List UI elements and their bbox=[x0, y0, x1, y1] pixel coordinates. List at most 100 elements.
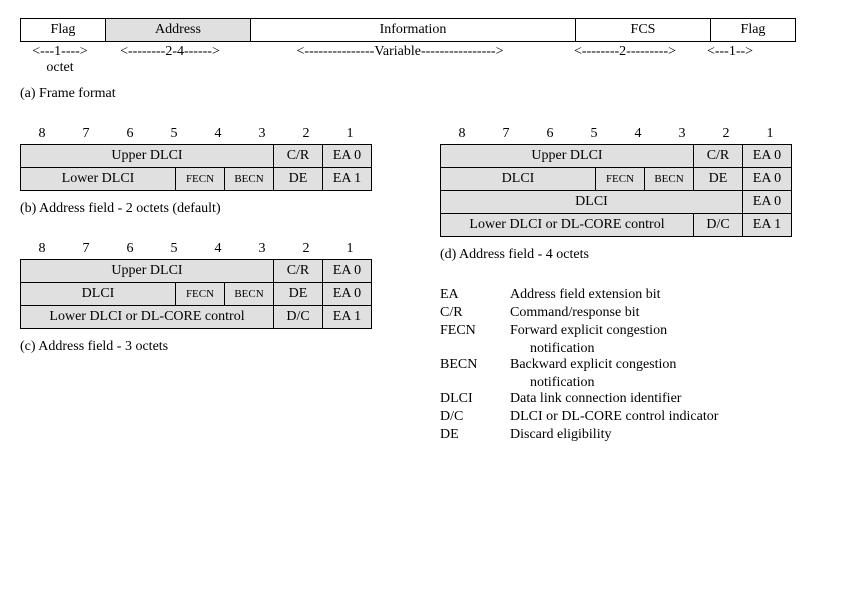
bit-header: 6 bbox=[108, 241, 152, 257]
addr-cell: C/R bbox=[274, 260, 323, 283]
frame-size-label: <---1--> bbox=[690, 44, 770, 60]
bit-headers-b: 87654321 bbox=[20, 126, 372, 142]
bit-header: 3 bbox=[660, 126, 704, 142]
bit-header: 7 bbox=[64, 241, 108, 257]
addr-cell: EA 0 bbox=[743, 145, 792, 168]
bit-header: 4 bbox=[196, 126, 240, 142]
legend-def: Forward explicit congestion bbox=[510, 323, 810, 339]
addr-cell: EA 1 bbox=[323, 306, 372, 329]
legend-abbr: C/R bbox=[440, 305, 510, 321]
legend: EAAddress field extension bitC/RCommand/… bbox=[440, 287, 810, 443]
addr-cell: C/R bbox=[274, 145, 323, 168]
addr-cell: BECN bbox=[225, 168, 274, 191]
bit-headers-d: 87654321 bbox=[440, 126, 792, 142]
right-column: 87654321 Upper DLCIC/REA 0DLCIFECNBECNDE… bbox=[440, 126, 810, 445]
frame-size-label: <---1----> bbox=[20, 44, 100, 60]
addr-cell: EA 0 bbox=[323, 283, 372, 306]
bit-header: 5 bbox=[152, 126, 196, 142]
addr-cell: D/C bbox=[274, 306, 323, 329]
legend-row: DEDiscard eligibility bbox=[440, 427, 810, 443]
addr-cell: EA 1 bbox=[743, 214, 792, 237]
frame-sizes-row: <---1----><--------2-4------><----------… bbox=[20, 44, 827, 60]
legend-def: DLCI or DL-CORE control indicator bbox=[510, 409, 810, 425]
addr-cell: DE bbox=[694, 168, 743, 191]
legend-abbr: BECN bbox=[440, 357, 510, 373]
bit-header: 8 bbox=[20, 126, 64, 142]
addr-cell: Upper DLCI bbox=[21, 260, 274, 283]
table-d-section: 87654321 Upper DLCIC/REA 0 DLCIFECNBECNDE… bbox=[440, 126, 810, 263]
caption-b: (b) Address field - 2 octets (default) bbox=[20, 201, 390, 217]
bit-header: 1 bbox=[748, 126, 792, 142]
bit-header: 3 bbox=[240, 126, 284, 142]
bit-header: 2 bbox=[284, 126, 328, 142]
bit-header: 1 bbox=[328, 126, 372, 142]
addr-cell: FECN bbox=[596, 168, 645, 191]
addr-cell: Lower DLCI or DL-CORE control bbox=[441, 214, 694, 237]
bit-header: 7 bbox=[484, 126, 528, 142]
frame-format-section: FlagAddressInformationFCSFlag <---1---->… bbox=[20, 18, 827, 102]
bit-header: 6 bbox=[108, 126, 152, 142]
legend-def: Command/response bit bbox=[510, 305, 810, 321]
bit-header: 7 bbox=[64, 126, 108, 142]
bit-header: 8 bbox=[20, 241, 64, 257]
addr-cell: EA 0 bbox=[743, 191, 792, 214]
frame-field: Address bbox=[106, 19, 251, 42]
addr-cell: C/R bbox=[694, 145, 743, 168]
addr-cell: EA 0 bbox=[743, 168, 792, 191]
frame-format-table: FlagAddressInformationFCSFlag bbox=[20, 18, 796, 42]
caption-a: (a) Frame format bbox=[20, 86, 827, 102]
bit-header: 4 bbox=[196, 241, 240, 257]
bit-header: 4 bbox=[616, 126, 660, 142]
legend-row: EAAddress field extension bit bbox=[440, 287, 810, 303]
frame-field: Flag bbox=[21, 19, 106, 42]
caption-c: (c) Address field - 3 octets bbox=[20, 339, 390, 355]
addr-cell: BECN bbox=[225, 283, 274, 306]
addr-cell: FECN bbox=[176, 283, 225, 306]
frame-size-label: <---------------Variable----------------… bbox=[240, 44, 560, 60]
addr-cell: DE bbox=[274, 283, 323, 306]
address-table-d: Upper DLCIC/REA 0DLCIFECNBECNDEEA 0DLCIE… bbox=[440, 144, 792, 237]
addr-cell: D/C bbox=[694, 214, 743, 237]
addr-cell: EA 0 bbox=[323, 260, 372, 283]
addr-cell: Lower DLCI or DL-CORE control bbox=[21, 306, 274, 329]
bit-header: 5 bbox=[572, 126, 616, 142]
legend-def: Discard eligibility bbox=[510, 427, 810, 443]
addr-cell: DLCI bbox=[441, 168, 596, 191]
addr-cell: Upper DLCI bbox=[21, 145, 274, 168]
bit-header: 2 bbox=[704, 126, 748, 142]
table-c-section: 87654321 Upper DLCIC/REA 0 DLCIFECNBECNDE… bbox=[20, 241, 390, 355]
addr-cell: EA 0 bbox=[323, 145, 372, 168]
legend-abbr: DLCI bbox=[440, 391, 510, 407]
addr-cell: DLCI bbox=[21, 283, 176, 306]
legend-row: BECNBackward explicit congestion bbox=[440, 357, 810, 373]
legend-abbr: D/C bbox=[440, 409, 510, 425]
frame-field: Information bbox=[251, 19, 576, 42]
bit-header: 1 bbox=[328, 241, 372, 257]
frame-size-label: <--------2---------> bbox=[560, 44, 690, 60]
frame-field: Flag bbox=[711, 19, 796, 42]
legend-def: Backward explicit congestion bbox=[510, 357, 810, 373]
octet-label: octet bbox=[20, 60, 100, 76]
addr-cell: DE bbox=[274, 168, 323, 191]
legend-def-cont: notification bbox=[530, 341, 810, 357]
address-table-c: Upper DLCIC/REA 0 DLCIFECNBECNDEEA 0 Lower… bbox=[20, 259, 372, 329]
legend-abbr: DE bbox=[440, 427, 510, 443]
legend-row: D/CDLCI or DL-CORE control indicator bbox=[440, 409, 810, 425]
addr-cell: EA 1 bbox=[323, 168, 372, 191]
bit-header: 8 bbox=[440, 126, 484, 142]
legend-abbr: EA bbox=[440, 287, 510, 303]
legend-row: C/RCommand/response bit bbox=[440, 305, 810, 321]
caption-d: (d) Address field - 4 octets bbox=[440, 247, 810, 263]
addr-cell: BECN bbox=[645, 168, 694, 191]
bit-header: 2 bbox=[284, 241, 328, 257]
addr-cell: Lower DLCI bbox=[21, 168, 176, 191]
addr-cell: Upper DLCI bbox=[441, 145, 694, 168]
legend-row: FECNForward explicit congestion bbox=[440, 323, 810, 339]
bit-headers-c: 87654321 bbox=[20, 241, 372, 257]
legend-def: Address field extension bit bbox=[510, 287, 810, 303]
frame-field: FCS bbox=[576, 19, 711, 42]
legend-abbr: FECN bbox=[440, 323, 510, 339]
bit-header: 3 bbox=[240, 241, 284, 257]
addr-cell: FECN bbox=[176, 168, 225, 191]
frame-size-label: <--------2-4------> bbox=[100, 44, 240, 60]
